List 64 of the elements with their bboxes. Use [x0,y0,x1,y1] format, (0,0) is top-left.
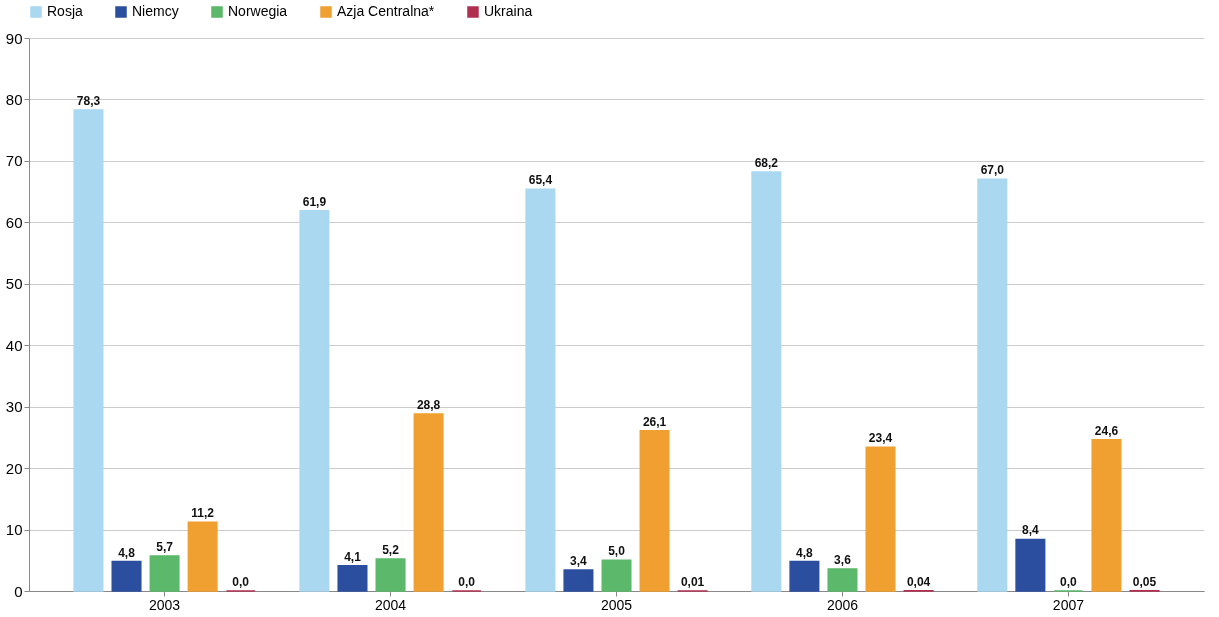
y-tick-label: 0 [14,582,23,600]
bar [789,560,820,592]
data-label: 0,0 [1060,575,1078,589]
data-label: 0,0 [458,575,476,589]
bar [337,565,368,592]
y-tick-label: 10 [5,521,23,539]
bar [299,209,330,592]
data-label: 4,1 [344,549,362,564]
data-label: 0,0 [232,575,250,589]
y-tick-label: 70 [5,152,23,170]
data-label: 5,0 [608,544,626,559]
y-tick-label: 60 [5,213,23,231]
data-label: 24,6 [1094,423,1119,438]
data-label: 78,3 [76,93,101,108]
y-tick-label: 40 [5,336,23,354]
bar [73,109,104,592]
y-tick-label: 80 [5,90,23,108]
bar [639,429,670,592]
data-label: 0,04 [906,574,931,589]
bar [563,569,594,592]
bar [1015,538,1046,592]
legend-label: Rosja [47,3,84,19]
y-tick-label: 90 [5,29,23,47]
x-tick-label: 2004 [374,596,407,613]
bar [865,446,896,592]
legend-label: Niemcy [132,3,179,19]
x-tick-label: 2003 [149,596,181,613]
data-label: 23,4 [868,431,893,446]
bar [977,178,1008,592]
data-label: 4,8 [796,545,814,560]
x-tick-label: 2007 [1052,596,1085,613]
data-label: 11,2 [191,506,215,521]
data-label: 3,4 [570,554,588,569]
x-tick-label: 2005 [600,596,633,613]
bar [525,188,556,592]
bar [375,558,406,592]
bar [827,568,858,592]
legend-label: Ukraina [484,3,533,19]
data-label: 4,8 [118,545,136,560]
bar [111,560,142,592]
y-tick-label: 30 [5,398,23,416]
bar [601,559,632,592]
data-label: 8,4 [1022,523,1040,538]
data-label: 0,05 [1132,574,1157,589]
legend-label: Norwegia [228,3,288,19]
data-label: 61,9 [302,194,327,209]
data-label: 0,01 [680,574,705,589]
data-label: 28,8 [416,398,441,413]
bar [187,521,218,592]
x-tick-label: 2006 [826,596,859,613]
data-label: 68,2 [754,155,779,170]
y-tick-label: 20 [5,459,23,477]
data-label: 5,7 [156,539,174,554]
data-label: 26,1 [642,414,667,429]
bar [751,171,782,592]
data-label: 65,4 [528,173,553,188]
legend-label: Azja Centralna* [337,3,435,19]
bar [149,555,180,592]
data-label: 5,2 [382,543,400,558]
data-label: 67,0 [980,163,1005,178]
bar [413,413,444,592]
y-tick-label: 50 [5,275,23,293]
bar [1091,439,1122,592]
data-label: 3,6 [834,552,852,567]
